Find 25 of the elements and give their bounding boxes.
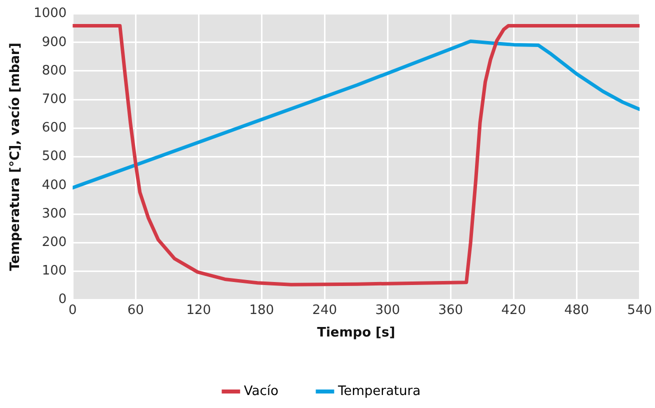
- x-tick-label: 360: [438, 302, 464, 318]
- y-tick-label: 600: [42, 120, 67, 136]
- y-tick-label: 300: [42, 206, 67, 222]
- x-tick-label: 420: [501, 302, 526, 318]
- y-tick-label: 200: [42, 234, 67, 250]
- x-tick-label: 0: [68, 302, 77, 318]
- x-tick-label: 480: [564, 302, 590, 318]
- y-tick-label: 1000: [34, 6, 67, 22]
- y-tick-label: 100: [42, 264, 67, 279]
- y-axis-title: Temperatura [°C], vacío [mbar]: [8, 42, 24, 271]
- y-tick-label: 900: [42, 34, 67, 50]
- x-tick-label: 60: [127, 302, 144, 318]
- y-tick-label: 400: [42, 178, 67, 193]
- y-tick-label: 500: [42, 149, 67, 164]
- y-tick-label: 800: [42, 63, 67, 78]
- x-tick-label: 240: [312, 302, 338, 318]
- x-tick-label: 540: [627, 302, 652, 318]
- legend-label: Vacío: [244, 384, 279, 399]
- x-axis-title: Tiempo [s]: [317, 326, 396, 341]
- x-tick-label: 180: [249, 302, 274, 318]
- legend-label: Temperatura: [336, 384, 421, 399]
- x-tick-label: 120: [186, 302, 212, 318]
- x-tick-label: 300: [375, 302, 400, 318]
- y-tick-label: 0: [58, 292, 67, 308]
- y-tick-label: 700: [42, 92, 67, 107]
